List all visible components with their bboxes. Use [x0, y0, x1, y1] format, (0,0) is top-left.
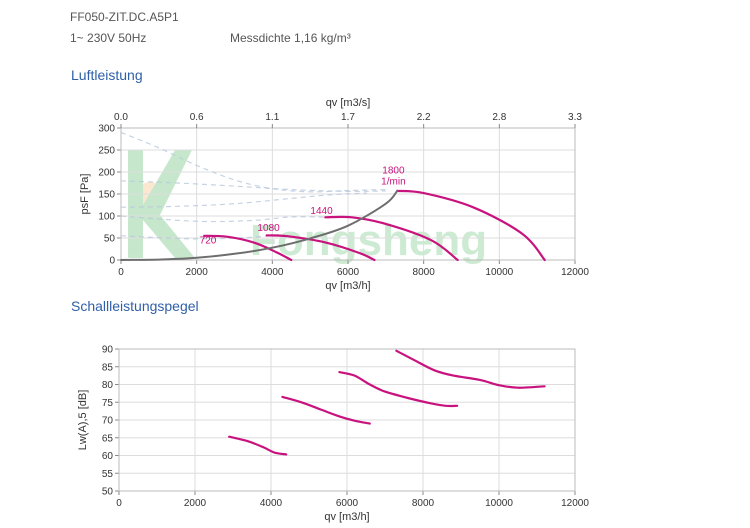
- x-tick-label: 2000: [186, 267, 209, 278]
- x-tick-label: 4000: [261, 267, 284, 278]
- y-tick-label: 300: [98, 124, 115, 135]
- reference-curve: [120, 131, 386, 193]
- x-axis-label: qv [m3/h]: [325, 280, 370, 292]
- x-tick-label: 12000: [561, 267, 589, 278]
- y-tick-label: 0: [109, 256, 115, 267]
- curve-label-1800: 1800: [382, 165, 405, 176]
- system-curve: [120, 189, 399, 261]
- series-line-1440: [324, 215, 459, 262]
- curve-unit-label: 1/min: [381, 176, 405, 187]
- x2-tick-label: 1.7: [341, 112, 355, 123]
- reference-curve: [120, 215, 330, 223]
- power-spec: 1~ 230V 50Hz: [70, 31, 147, 45]
- x2-tick-label: 0.0: [114, 112, 128, 123]
- x-tick-label: 0: [118, 267, 124, 278]
- curve-label-1080: 1080: [257, 223, 280, 234]
- x2-tick-label: 2.2: [417, 112, 431, 123]
- luftleistung-title: Luftleistung: [71, 67, 143, 83]
- y-tick-label: 150: [98, 190, 115, 201]
- y-axis-label: psF [Pa]: [79, 174, 91, 215]
- model-name: FF050-ZIT.DC.A5P1: [70, 10, 179, 24]
- density-spec: Messdichte 1,16 kg/m³: [230, 31, 351, 45]
- series-line-720: [203, 234, 293, 262]
- series-line-1080: [265, 234, 376, 262]
- curve-label-1440: 1440: [310, 206, 333, 217]
- x2-tick-label: 3.3: [568, 112, 582, 123]
- y-tick-label: 50: [104, 234, 116, 245]
- x-tick-label: 8000: [413, 267, 436, 278]
- x-tick-label: 6000: [337, 267, 360, 278]
- curve-label-720: 720: [200, 235, 217, 246]
- schall-title: Schallleistungspegel: [71, 298, 199, 314]
- y-tick-label: 250: [98, 146, 115, 157]
- series-line-1800: [396, 189, 546, 262]
- x2-axis-label: qv [m3/s]: [326, 97, 371, 109]
- watermark-mark: [128, 150, 195, 258]
- x2-tick-label: 0.6: [190, 112, 204, 123]
- y-tick-label: 100: [98, 212, 115, 223]
- x2-tick-label: 2.8: [492, 112, 506, 123]
- x2-tick-label: 1.1: [265, 112, 279, 123]
- y-tick-label: 200: [98, 168, 115, 179]
- x-tick-label: 10000: [485, 267, 513, 278]
